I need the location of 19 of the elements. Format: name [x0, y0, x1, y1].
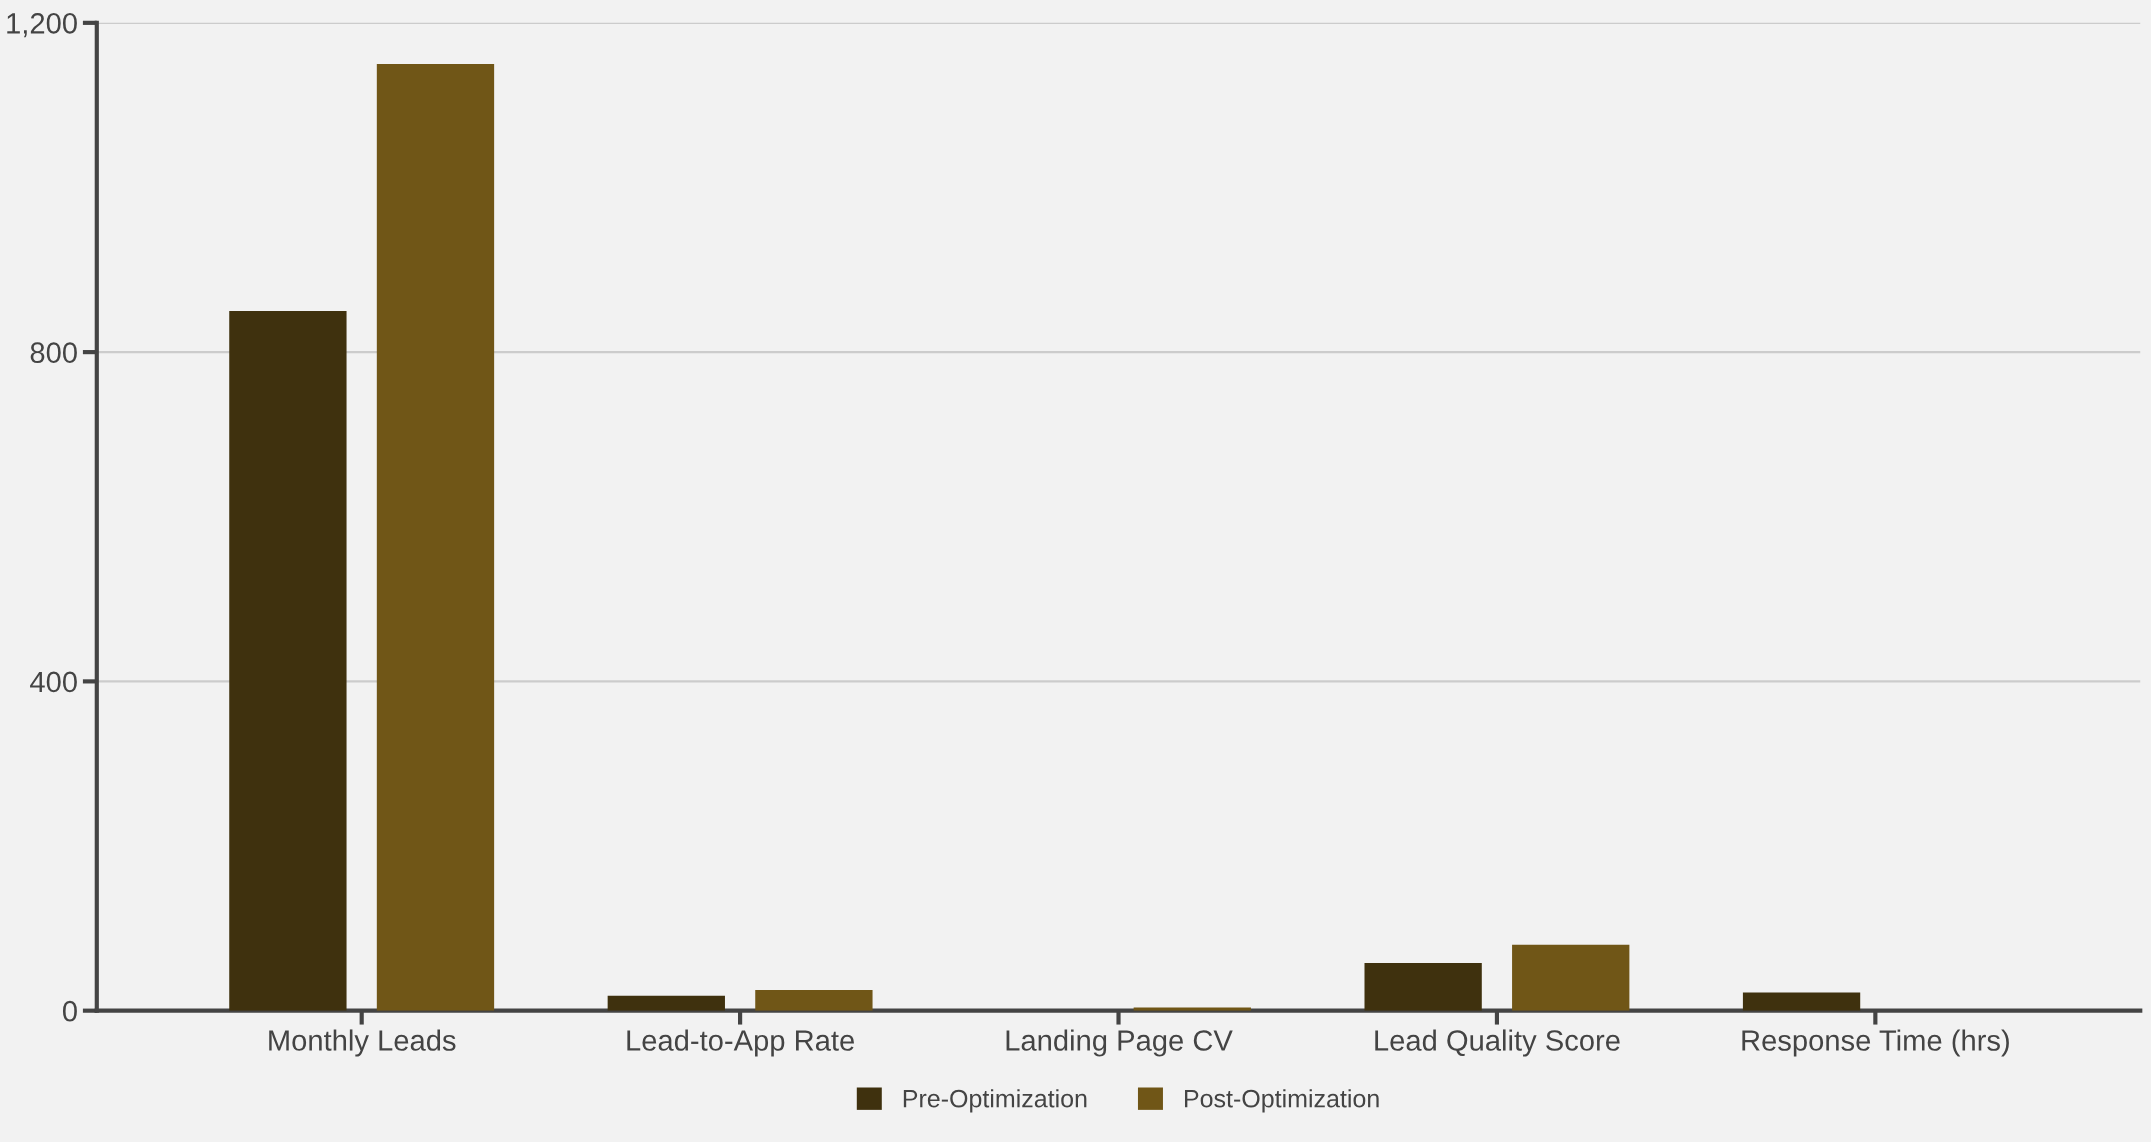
x-tick-label: Lead Quality Score — [1375, 1029, 1620, 1057]
bar — [607, 995, 725, 1011]
bar — [229, 310, 347, 1011]
bar — [1133, 1007, 1251, 1011]
x-tick-label: Landing Page CV — [1006, 1029, 1233, 1057]
y-tick-label: 400 — [30, 671, 77, 693]
bar — [1364, 962, 1482, 1011]
x-tick-label: Monthly Leads — [269, 1029, 456, 1057]
x-tick-label: Lead-to-App Rate — [627, 1029, 854, 1057]
bar — [1742, 992, 1861, 1011]
bar — [1512, 944, 1630, 1011]
y-tick-label: 0 — [62, 1000, 77, 1022]
legend-label: Pre-Optimization — [903, 1089, 1087, 1113]
bar — [376, 64, 495, 1011]
x-tick-label: Response Time (hrs) — [1742, 1029, 2009, 1057]
y-tick-label: 1,200 — [7, 13, 77, 38]
bar — [755, 990, 873, 1011]
y-tick-label: 800 — [30, 342, 77, 363]
legend-label: Post-Optimization — [1185, 1089, 1379, 1113]
